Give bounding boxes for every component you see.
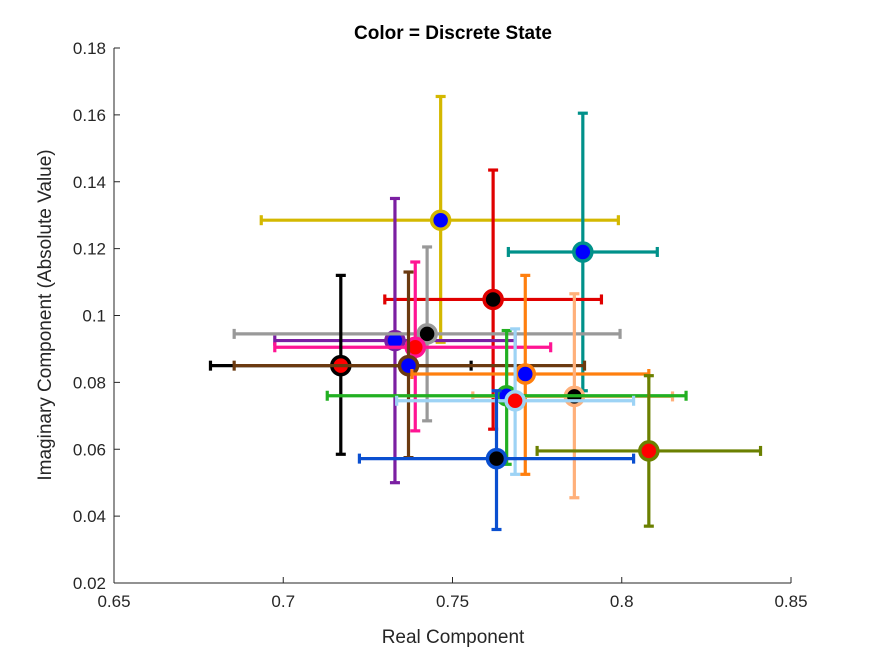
- chart-title: Color = Discrete State: [354, 23, 552, 44]
- data-point: [404, 336, 427, 359]
- data-point: [384, 329, 406, 352]
- data-point: [485, 447, 508, 470]
- data-point-group: [535, 374, 763, 528]
- data-point: [514, 363, 537, 385]
- data-point-group: [357, 389, 636, 532]
- data-marks: [208, 94, 763, 532]
- y-tick-label: 0.08: [73, 373, 106, 392]
- y-tick-label: 0.02: [73, 574, 106, 593]
- data-point-group: [395, 327, 636, 476]
- data-point: [504, 390, 526, 412]
- y-tick-label: 0.18: [73, 39, 106, 58]
- x-tick-label: 0.8: [610, 592, 634, 611]
- data-point: [572, 241, 594, 263]
- y-tick-label: 0.16: [73, 106, 106, 125]
- data-point: [638, 440, 660, 462]
- y-tick-label: 0.12: [73, 240, 106, 259]
- y-tick-label: 0.06: [73, 440, 106, 459]
- plot-area: [114, 48, 791, 583]
- x-tick-label: 0.7: [271, 592, 295, 611]
- x-tick-label: 0.65: [97, 592, 130, 611]
- y-tick-label: 0.1: [82, 307, 106, 326]
- data-point: [397, 354, 420, 377]
- data-point: [416, 323, 438, 345]
- x-ticks: 0.65 0.7 0.75 0.8 0.85: [97, 577, 808, 611]
- y-axis-label: Imaginary Component (Absolute Value): [35, 149, 56, 480]
- data-point-group: [273, 260, 553, 433]
- x-axis-label: Real Component: [382, 627, 525, 648]
- data-point: [482, 288, 504, 311]
- y-ticks: 0.02 0.04 0.06 0.08 0.1 0.12 0.14 0.16 0.18: [73, 39, 120, 593]
- data-point: [429, 209, 452, 231]
- x-tick-label: 0.85: [774, 592, 807, 611]
- x-tick-label: 0.75: [436, 592, 469, 611]
- data-point-group: [259, 94, 620, 344]
- y-tick-label: 0.04: [73, 507, 106, 526]
- data-point-group: [410, 273, 651, 476]
- y-tick-label: 0.14: [73, 173, 106, 192]
- data-point-group: [232, 245, 622, 423]
